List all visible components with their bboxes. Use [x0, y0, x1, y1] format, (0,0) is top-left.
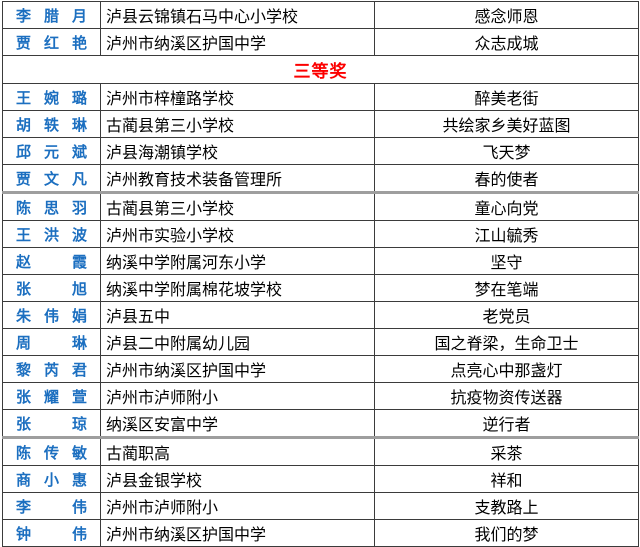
school-name-cell: 泸县云锦镇石马中心小学校 — [100, 1, 375, 29]
winner-name-cell: 王洪波 — [2, 220, 101, 248]
winner-name-cell: 陈传敏 — [2, 437, 101, 466]
work-title-cell: 共绘家乡美好蓝图 — [374, 110, 639, 138]
school-name-cell: 泸州市纳溪区护国中学 — [100, 519, 375, 547]
work-title-cell: 祥和 — [374, 465, 639, 493]
winner-name-cell: 张旭 — [2, 274, 101, 302]
winner-name-cell: 李腊月 — [2, 1, 101, 29]
work-title-cell: 飞天梦 — [374, 137, 639, 165]
school-name-cell: 泸州市实验小学校 — [100, 220, 375, 248]
winner-name-cell: 贾文凡 — [2, 164, 101, 194]
work-title-cell: 春的使者 — [374, 164, 639, 194]
table-row: 李伟 泸州市泸师附小 支教路上 — [2, 492, 639, 520]
table-row: 张琼 纳溪区安富中学 逆行者 — [2, 409, 639, 439]
section-header-third-prize: 三等奖 — [2, 55, 639, 84]
winner-name-cell: 赵霞 — [2, 247, 101, 275]
table-row: 张耀萱 泸州市泸师附小 抗疫物资传送器 — [2, 382, 639, 410]
winner-name-cell: 张耀萱 — [2, 382, 101, 410]
table-row: 陈传敏 古蔺职高 采茶 — [2, 437, 639, 466]
table-row: 商小惠 泸县金银学校 祥和 — [2, 465, 639, 493]
work-title-cell: 抗疫物资传送器 — [374, 382, 639, 410]
winner-name-cell: 王婉璐 — [2, 83, 101, 111]
winner-name-cell: 胡轶琳 — [2, 110, 101, 138]
school-name-cell: 泸州市纳溪区护国中学 — [100, 355, 375, 383]
work-title-cell: 老党员 — [374, 301, 639, 329]
work-title-cell: 江山毓秀 — [374, 220, 639, 248]
school-name-cell: 纳溪中学附属棉花坡学校 — [100, 274, 375, 302]
winner-name-cell: 商小惠 — [2, 465, 101, 493]
work-title-cell: 众志成城 — [374, 28, 639, 56]
winner-name-cell: 朱伟娟 — [2, 301, 101, 329]
school-name-cell: 纳溪区安富中学 — [100, 409, 375, 439]
table-row: 钟伟 泸州市纳溪区护国中学 我们的梦 — [2, 519, 639, 547]
work-title-cell: 醉美老街 — [374, 83, 639, 111]
school-name-cell: 泸县海潮镇学校 — [100, 137, 375, 165]
winner-name-cell: 张琼 — [2, 409, 101, 439]
work-title-cell: 我们的梦 — [374, 519, 639, 547]
table-row: 王婉璐 泸州市梓橦路学校 醉美老街 — [2, 83, 639, 111]
school-name-cell: 泸州市梓橦路学校 — [100, 83, 375, 111]
table-row: 王洪波 泸州市实验小学校 江山毓秀 — [2, 220, 639, 248]
winner-name-cell: 李伟 — [2, 492, 101, 520]
school-name-cell: 纳溪中学附属河东小学 — [100, 247, 375, 275]
work-title-cell: 梦在笔端 — [374, 274, 639, 302]
table-row: 胡轶琳 古蔺县第三小学校 共绘家乡美好蓝图 — [2, 110, 639, 138]
winner-name-cell: 邱元斌 — [2, 137, 101, 165]
table-row: 邱元斌 泸县海潮镇学校 飞天梦 — [2, 137, 639, 165]
table-row: 赵霞 纳溪中学附属河东小学 坚守 — [2, 247, 639, 275]
school-name-cell: 古蔺县第三小学校 — [100, 110, 375, 138]
work-title-cell: 支教路上 — [374, 492, 639, 520]
table-row: 陈思羽 古蔺县第三小学校 童心向党 — [2, 192, 639, 221]
table-row: 贾红艳 泸州市纳溪区护国中学 众志成城 — [2, 28, 639, 56]
school-name-cell: 泸县金银学校 — [100, 465, 375, 493]
winner-name-cell: 黎芮君 — [2, 355, 101, 383]
table-row: 张旭 纳溪中学附属棉花坡学校 梦在笔端 — [2, 274, 639, 302]
school-name-cell: 泸州市纳溪区护国中学 — [100, 28, 375, 56]
school-name-cell: 泸州市泸师附小 — [100, 492, 375, 520]
school-name-cell: 古蔺职高 — [100, 437, 375, 466]
work-title-cell: 逆行者 — [374, 409, 639, 439]
work-title-cell: 点亮心中那盏灯 — [374, 355, 639, 383]
winner-name-cell: 周琳 — [2, 328, 101, 356]
table-row: 黎芮君 泸州市纳溪区护国中学 点亮心中那盏灯 — [2, 355, 639, 383]
school-name-cell: 泸县二中附属幼儿园 — [100, 328, 375, 356]
table-row: 李腊月 泸县云锦镇石马中心小学校 感念师恩 — [2, 1, 639, 29]
school-name-cell: 泸县五中 — [100, 301, 375, 329]
work-title-cell: 采茶 — [374, 437, 639, 466]
table-row: 贾文凡 泸州教育技术装备管理所 春的使者 — [2, 164, 639, 194]
winner-name-cell: 陈思羽 — [2, 192, 101, 221]
table-row: 周琳 泸县二中附属幼儿园 国之脊梁，生命卫士 — [2, 328, 639, 356]
winner-name-cell: 贾红艳 — [2, 28, 101, 56]
school-name-cell: 泸州市泸师附小 — [100, 382, 375, 410]
school-name-cell: 古蔺县第三小学校 — [100, 192, 375, 221]
work-title-cell: 坚守 — [374, 247, 639, 275]
work-title-cell: 童心向党 — [374, 192, 639, 221]
work-title-cell: 国之脊梁，生命卫士 — [374, 328, 639, 356]
work-title-cell: 感念师恩 — [374, 1, 639, 29]
section-header-row: 三等奖 — [2, 55, 639, 84]
table-row: 朱伟娟 泸县五中 老党员 — [2, 301, 639, 329]
winner-name-cell: 钟伟 — [2, 519, 101, 547]
school-name-cell: 泸州教育技术装备管理所 — [100, 164, 375, 194]
